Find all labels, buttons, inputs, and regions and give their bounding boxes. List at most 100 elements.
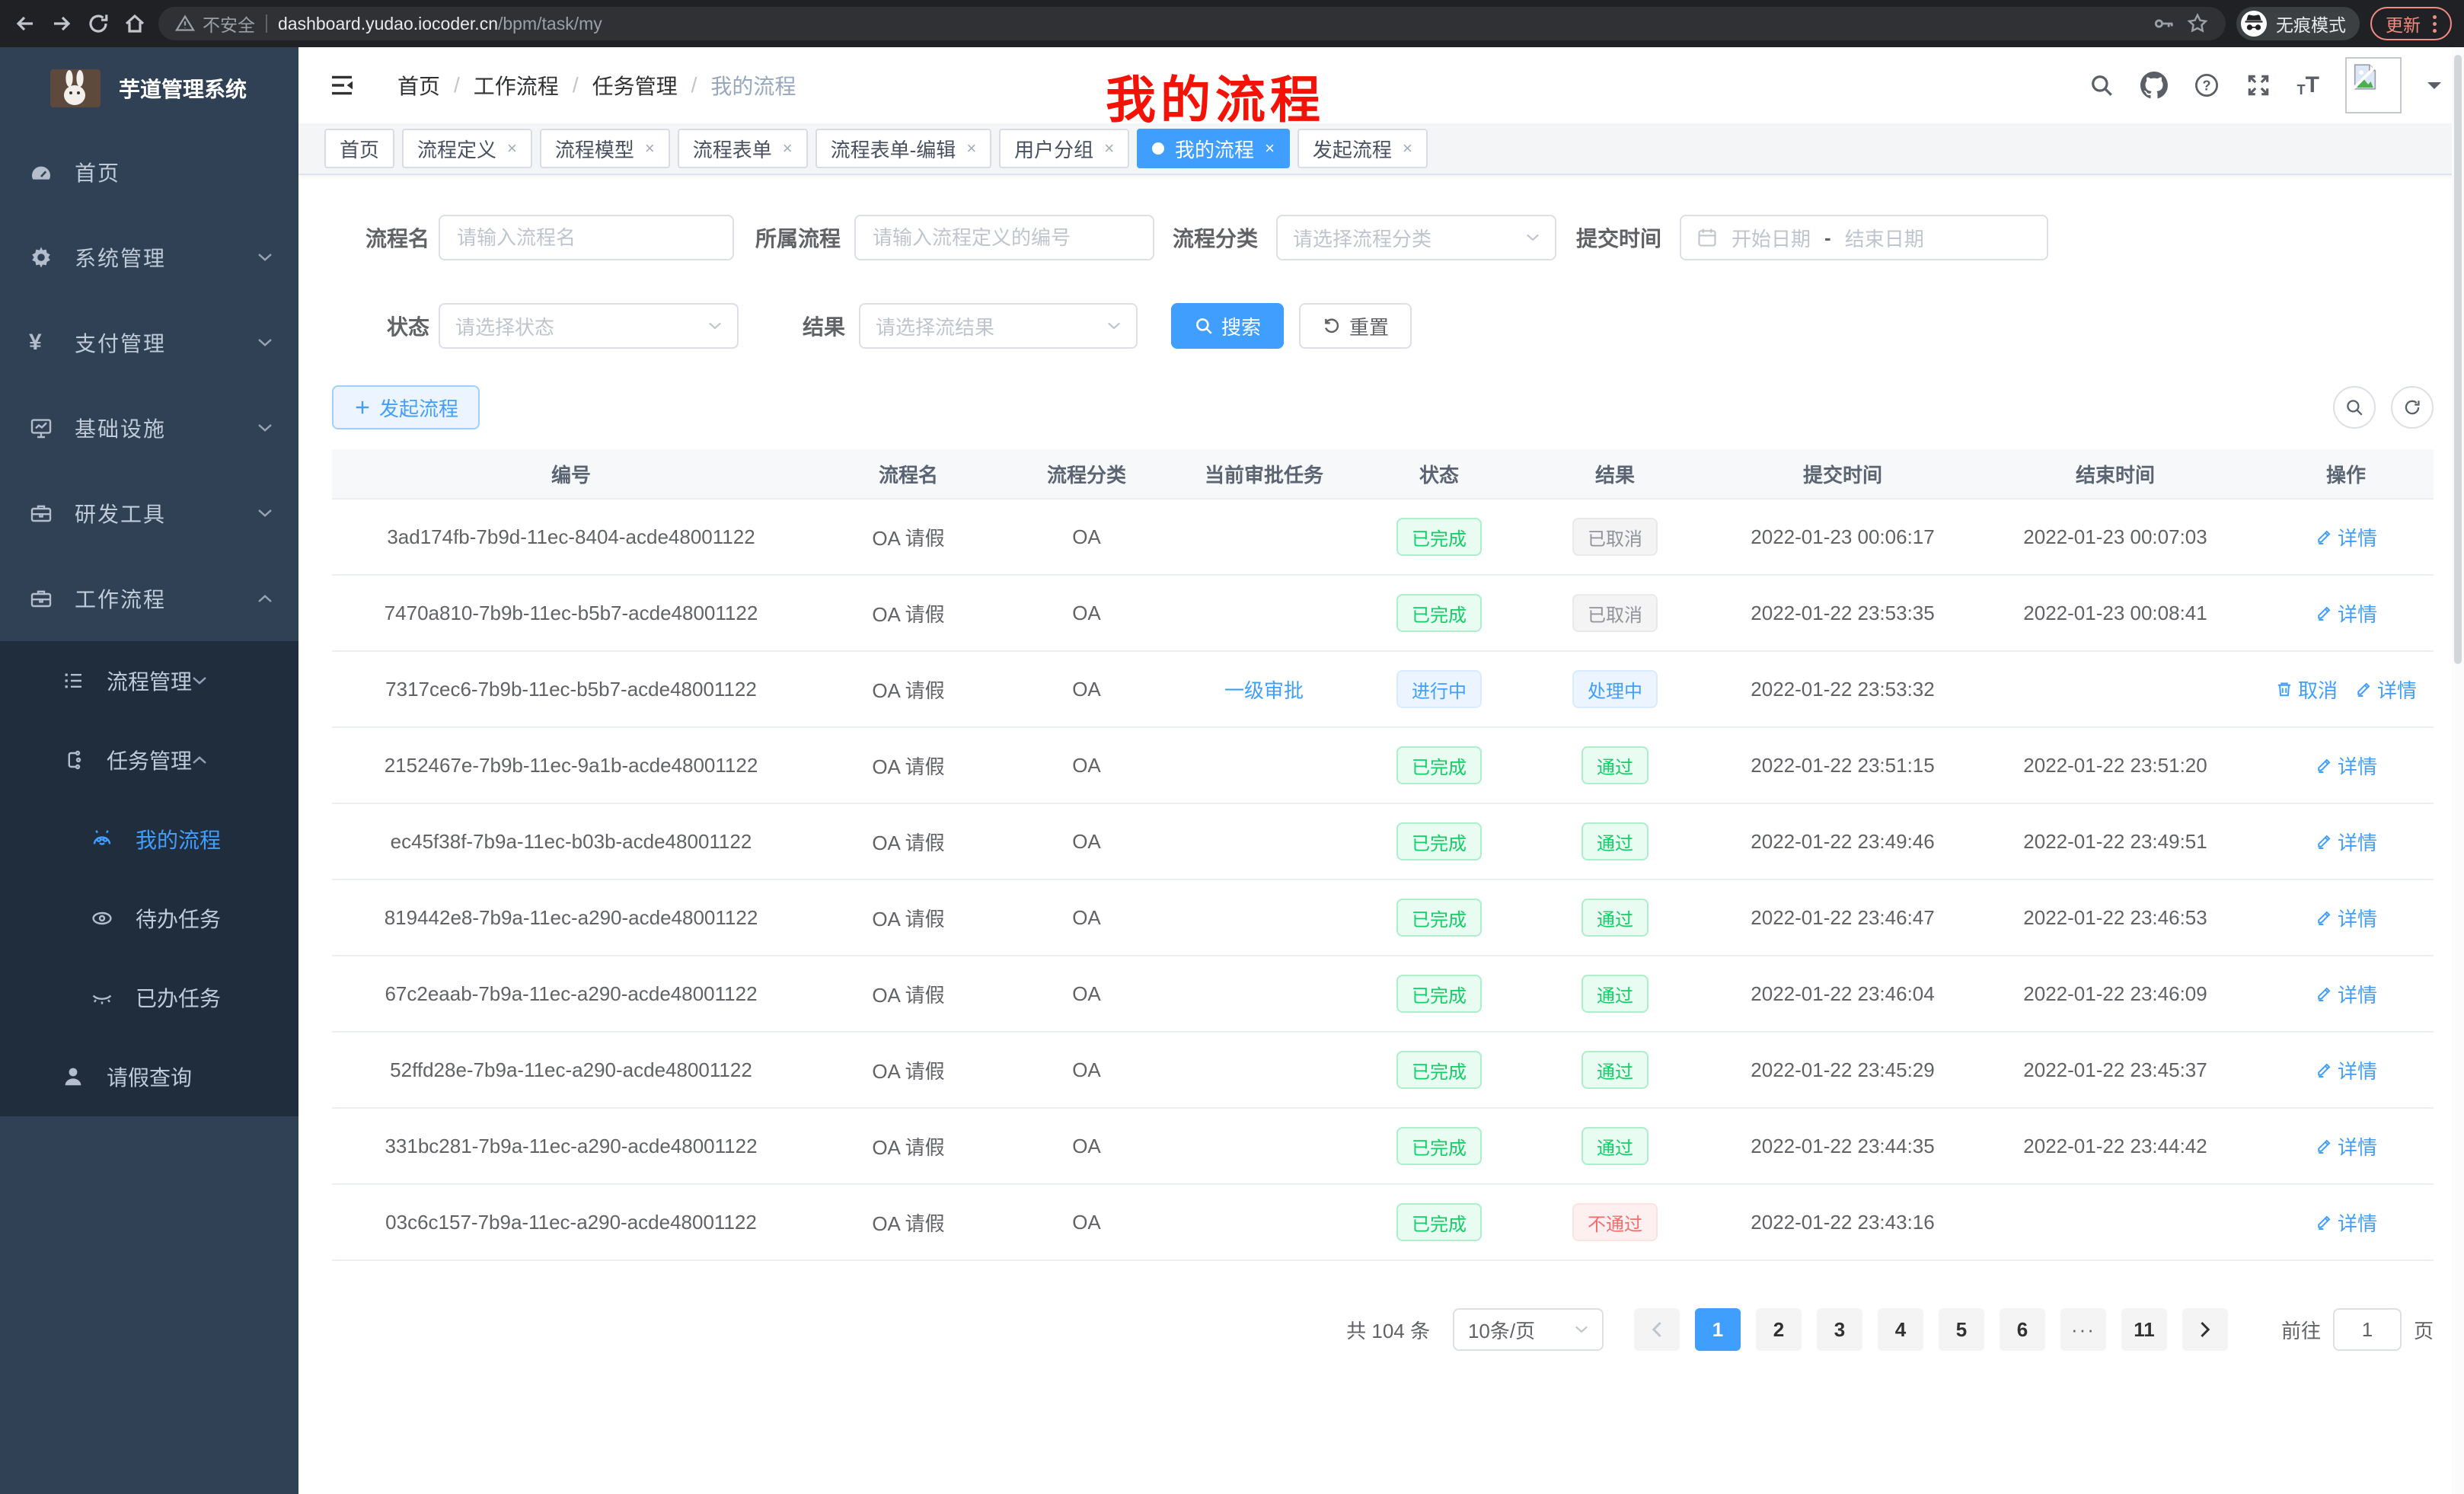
- github-icon[interactable]: [2140, 72, 2168, 99]
- avatar[interactable]: [2345, 57, 2402, 113]
- search-icon[interactable]: [2089, 72, 2115, 98]
- browser-update-button[interactable]: 更新: [2370, 7, 2452, 40]
- browser-menu-icon[interactable]: [2433, 14, 2437, 33]
- sidebar-item-task-management[interactable]: 任务管理: [0, 720, 298, 800]
- url-text[interactable]: dashboard.yudao.iocoder.cn/bpm/task/my: [278, 13, 602, 34]
- detail-link[interactable]: 详情: [2315, 523, 2377, 551]
- sidebar-item-workflow[interactable]: 工作流程: [0, 556, 298, 641]
- close-icon[interactable]: ×: [782, 139, 793, 158]
- table-row: 52ffd28e-7b9a-11ec-a290-acde48001122 OA …: [332, 1033, 2434, 1109]
- detail-link[interactable]: 详情: [2315, 828, 2377, 856]
- prev-page-button[interactable]: [1633, 1308, 1680, 1351]
- close-icon[interactable]: ×: [966, 139, 977, 158]
- search-button[interactable]: 搜索: [1171, 303, 1284, 349]
- close-icon[interactable]: ×: [644, 139, 655, 158]
- breadcrumb-current: 我的流程: [710, 75, 796, 98]
- result-select[interactable]: 请选择流结果: [859, 303, 1138, 349]
- tab-process-form[interactable]: 流程表单 ×: [677, 129, 808, 168]
- page-button-2[interactable]: 2: [1755, 1308, 1802, 1351]
- reset-button[interactable]: 重置: [1299, 303, 1412, 349]
- page-scrollbar[interactable]: [2452, 47, 2464, 1494]
- current-task-link[interactable]: 一级审批: [1224, 678, 1304, 702]
- breadcrumb-task-management[interactable]: 任务管理: [592, 75, 678, 98]
- tab-home[interactable]: 首页: [324, 129, 395, 168]
- process-category-select[interactable]: 请选择流程分类: [1276, 215, 1556, 260]
- status-tag: 已完成: [1396, 822, 1482, 860]
- detail-link[interactable]: 详情: [2315, 752, 2377, 780]
- cancel-link[interactable]: 取消: [2275, 675, 2338, 704]
- warning-icon: [175, 14, 195, 31]
- incognito-icon: [2241, 11, 2267, 37]
- status-tag: 已完成: [1396, 975, 1482, 1013]
- browser-forward-icon[interactable]: [49, 11, 75, 37]
- cell-id: 7317cec6-7b9b-11ec-b5b7-acde48001122: [385, 677, 757, 701]
- process-definition-input[interactable]: [854, 215, 1154, 260]
- show-search-button[interactable]: [2333, 386, 2376, 429]
- app-logo[interactable]: 芋道管理系统: [0, 47, 298, 129]
- page-button-6[interactable]: 6: [1999, 1308, 2045, 1351]
- next-page-button[interactable]: [2182, 1308, 2228, 1351]
- sidebar-item-home[interactable]: 首页: [0, 129, 298, 215]
- tab-start-process[interactable]: 发起流程 ×: [1297, 129, 1428, 168]
- password-key-icon[interactable]: [2153, 12, 2175, 35]
- browser-back-icon[interactable]: [12, 11, 38, 37]
- calendar-icon: [1696, 227, 1718, 248]
- menu-fold-icon[interactable]: [329, 72, 355, 98]
- tab-user-group[interactable]: 用户分组 ×: [999, 129, 1130, 168]
- page-button-4[interactable]: 4: [1877, 1308, 1923, 1351]
- refresh-table-button[interactable]: [2391, 386, 2434, 429]
- browser-home-icon[interactable]: [122, 11, 148, 37]
- sidebar-item-system[interactable]: 系统管理: [0, 215, 298, 300]
- page-button-3[interactable]: 3: [1816, 1308, 1862, 1351]
- detail-link[interactable]: 详情: [2315, 904, 2377, 932]
- breadcrumb-workflow[interactable]: 工作流程: [473, 75, 559, 98]
- start-process-button[interactable]: 发起流程: [332, 385, 480, 429]
- close-icon[interactable]: ×: [1104, 139, 1115, 158]
- sidebar-item-done-tasks[interactable]: 已办任务: [0, 958, 298, 1037]
- sidebar-item-infrastructure[interactable]: 基础设施: [0, 385, 298, 471]
- sidebar-item-todo-tasks[interactable]: 待办任务: [0, 879, 298, 958]
- tab-process-definition[interactable]: 流程定义 ×: [402, 129, 532, 168]
- fullscreen-icon[interactable]: [2245, 72, 2271, 98]
- jump-page-input[interactable]: [2332, 1308, 2402, 1351]
- page-button-1[interactable]: 1: [1694, 1308, 1741, 1351]
- close-icon[interactable]: ×: [1265, 139, 1275, 158]
- page-button-5[interactable]: 5: [1938, 1308, 1984, 1351]
- page-button-11[interactable]: 11: [2121, 1308, 2167, 1351]
- pagination-total: 共 104 条: [1346, 1319, 1430, 1342]
- close-icon[interactable]: ×: [1402, 139, 1412, 158]
- tab-process-model[interactable]: 流程模型 ×: [539, 129, 670, 168]
- status-select[interactable]: 请选择状态: [439, 303, 739, 349]
- browser-reload-icon[interactable]: [85, 11, 111, 37]
- bookmark-star-icon[interactable]: [2186, 12, 2209, 35]
- tab-my-processes[interactable]: 我的流程 ×: [1137, 129, 1290, 168]
- more-pages-button[interactable]: ···: [2060, 1308, 2106, 1351]
- detail-link[interactable]: 详情: [2315, 1208, 2377, 1237]
- edit-icon: [2318, 606, 2331, 621]
- table-row: 331bc281-7b9a-11ec-a290-acde48001122 OA …: [332, 1109, 2434, 1185]
- sidebar-item-my-processes[interactable]: 我的流程: [0, 800, 298, 879]
- detail-link[interactable]: 详情: [2315, 1056, 2377, 1084]
- chevron-down-icon: [257, 253, 273, 262]
- scrollbar-thumb[interactable]: [2454, 55, 2462, 664]
- tab-process-form-edit[interactable]: 流程表单-编辑 ×: [815, 129, 992, 168]
- detail-link[interactable]: 详情: [2354, 675, 2417, 704]
- process-name-input[interactable]: [439, 215, 734, 260]
- detail-link[interactable]: 详情: [2315, 599, 2377, 627]
- address-bar[interactable]: 不安全 dashboard.yudao.iocoder.cn/bpm/task/…: [158, 7, 2226, 40]
- breadcrumb-home[interactable]: 首页: [397, 75, 441, 98]
- detail-link[interactable]: 详情: [2315, 980, 2377, 1008]
- avatar-caret-icon[interactable]: [2427, 82, 2441, 96]
- sidebar-item-process-management[interactable]: 流程管理: [0, 641, 298, 720]
- sidebar-item-dev-tools[interactable]: 研发工具: [0, 471, 298, 556]
- close-icon[interactable]: ×: [507, 139, 517, 158]
- page-size-select[interactable]: 10条/页: [1452, 1308, 1604, 1351]
- detail-link[interactable]: 详情: [2315, 1132, 2377, 1160]
- submit-time-range-picker[interactable]: 开始日期 - 结束日期: [1680, 215, 2048, 260]
- security-indicator[interactable]: 不安全: [175, 11, 255, 37]
- sidebar-item-leave-query[interactable]: 请假查询: [0, 1037, 298, 1116]
- trash-icon: [2277, 682, 2291, 697]
- help-icon[interactable]: ?: [2194, 72, 2220, 98]
- sidebar-item-payment[interactable]: ¥ 支付管理: [0, 300, 298, 385]
